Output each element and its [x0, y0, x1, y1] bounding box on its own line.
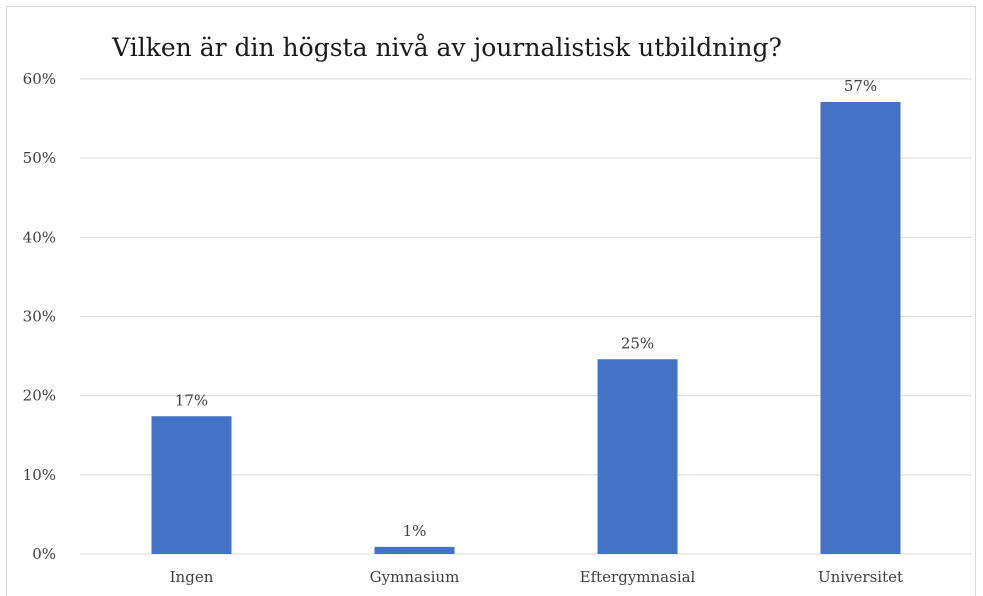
y-tick-label: 10% — [23, 466, 56, 484]
bar-eftergymnasial — [597, 359, 678, 554]
bar-ingen — [151, 416, 232, 554]
x-category-label: Gymnasium — [370, 568, 460, 586]
y-tick-label: 30% — [23, 308, 56, 326]
y-axis-ticks: 0% 10% 20% 30% 40% 50% 60% — [23, 70, 56, 563]
data-labels: 17% 1% 25% 57% — [175, 77, 877, 540]
y-tick-label: 60% — [23, 70, 56, 88]
bar-universitet — [820, 101, 901, 554]
data-label: 17% — [175, 391, 208, 409]
y-tick-label: 0% — [32, 545, 56, 563]
data-label: 57% — [844, 77, 877, 95]
y-tick-label: 20% — [23, 387, 56, 405]
x-category-label: Ingen — [170, 568, 214, 586]
y-tick-label: 50% — [23, 149, 56, 167]
x-axis-categories: Ingen Gymnasium Eftergymnasial Universitet — [170, 568, 903, 586]
bar-gymnasium — [374, 546, 455, 554]
chart-frame — [6, 6, 976, 596]
data-label: 25% — [621, 334, 654, 352]
bars — [151, 101, 901, 554]
chart-title: Vilken är din högsta nivå av journalisti… — [111, 33, 782, 62]
y-tick-label: 40% — [23, 228, 56, 246]
x-category-label: Eftergymnasial — [580, 568, 696, 586]
data-label: 1% — [403, 522, 427, 540]
x-category-label: Universitet — [818, 568, 903, 586]
